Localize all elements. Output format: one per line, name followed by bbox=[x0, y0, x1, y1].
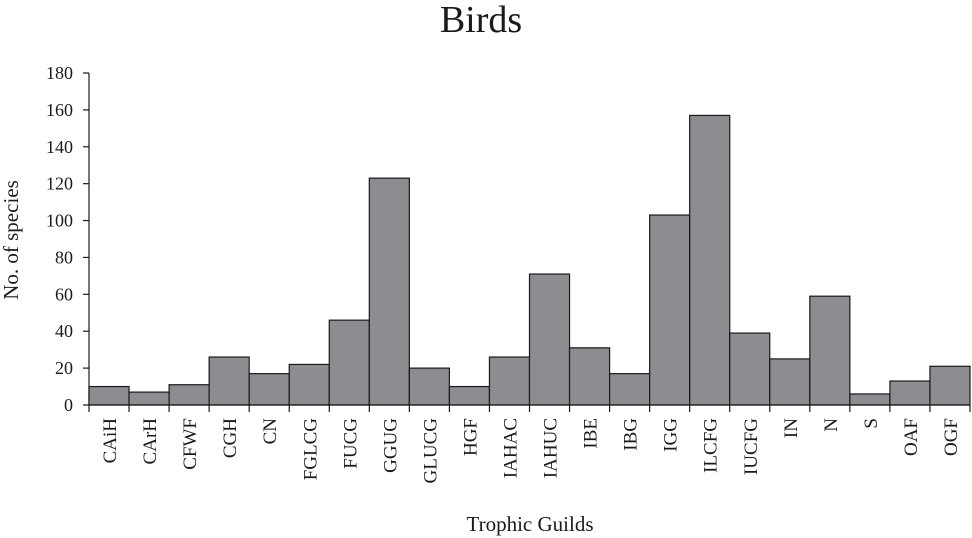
bar-IAHUC bbox=[528, 273, 571, 406]
x-tick-label: N bbox=[821, 418, 842, 432]
bar-IBG bbox=[608, 373, 651, 406]
x-tick-label: GGUG bbox=[380, 418, 401, 473]
x-tick-label: IAHAC bbox=[500, 418, 521, 478]
x-tick-label: CAiH bbox=[100, 418, 121, 464]
chart-title: Birds bbox=[440, 0, 522, 41]
x-tick-label: FUCG bbox=[340, 418, 361, 469]
bar-HGF bbox=[448, 385, 491, 406]
bar-N bbox=[809, 295, 851, 406]
y-tick-label: 20 bbox=[55, 358, 73, 378]
x-tick-label: CFWF bbox=[180, 418, 201, 470]
bar-FGLCG bbox=[288, 363, 330, 406]
y-tick-label: 120 bbox=[46, 174, 73, 194]
y-tick-label: 180 bbox=[46, 63, 73, 83]
x-tick-label: ILCFG bbox=[701, 418, 722, 473]
x-tick-label: IBG bbox=[621, 418, 642, 451]
bar-ILCFG bbox=[689, 114, 731, 406]
y-tick-label: 60 bbox=[55, 284, 73, 304]
bar-CFWF bbox=[168, 384, 210, 406]
x-tick-label: GLUCG bbox=[420, 418, 441, 484]
y-tick-label: 0 bbox=[64, 395, 73, 415]
bar-IN bbox=[769, 358, 811, 406]
y-tick-label: 100 bbox=[46, 211, 73, 231]
bars-group bbox=[88, 114, 971, 406]
x-tick-label: IN bbox=[781, 418, 802, 438]
y-tick-label: 160 bbox=[46, 100, 73, 120]
bar-CAiH bbox=[88, 385, 130, 406]
x-tick-label: CN bbox=[260, 418, 281, 445]
bar-GGUG bbox=[368, 177, 410, 406]
bar-FUCG bbox=[328, 319, 370, 406]
bar-OGF bbox=[929, 365, 971, 406]
x-tick-label: OAF bbox=[901, 418, 922, 456]
y-tick-label: 40 bbox=[55, 321, 73, 341]
x-tick-label: IBE bbox=[581, 418, 602, 449]
bar-GLUCG bbox=[408, 367, 451, 406]
bar-CArH bbox=[128, 391, 170, 406]
x-tick-label: S bbox=[861, 418, 882, 429]
x-tick-label: IAHUC bbox=[541, 418, 562, 478]
bar-CN bbox=[248, 373, 290, 406]
x-tick-label: FGLCG bbox=[300, 418, 321, 481]
bar-IGG bbox=[649, 214, 691, 406]
bar-IAHAC bbox=[488, 356, 531, 406]
y-tick-label: 140 bbox=[46, 137, 73, 157]
x-tick-label: CArH bbox=[140, 418, 161, 465]
x-tick-label: IGG bbox=[661, 418, 682, 452]
x-tick-label: CGH bbox=[220, 418, 241, 458]
x-axis: CAiH CArH CFWF CGH CN FGLCG FUCG GGUG GLUCG HGF IA… bbox=[88, 404, 971, 484]
bar-IBE bbox=[568, 347, 611, 406]
bar-IUCFG bbox=[729, 332, 771, 406]
bar-OAF bbox=[889, 380, 931, 406]
y-tick-label: 80 bbox=[55, 247, 73, 267]
y-axis-label: No. of species bbox=[0, 180, 23, 300]
bar-CGH bbox=[208, 356, 250, 406]
x-tick-label: OGF bbox=[941, 418, 962, 456]
bar-S bbox=[849, 393, 891, 406]
x-tick-label: HGF bbox=[460, 418, 481, 456]
x-tick-label: IUCFG bbox=[741, 418, 762, 475]
x-axis-label: Trophic Guilds bbox=[467, 512, 594, 536]
y-axis: 0 20 40 60 80 100 120 140 160 180 bbox=[46, 63, 90, 415]
